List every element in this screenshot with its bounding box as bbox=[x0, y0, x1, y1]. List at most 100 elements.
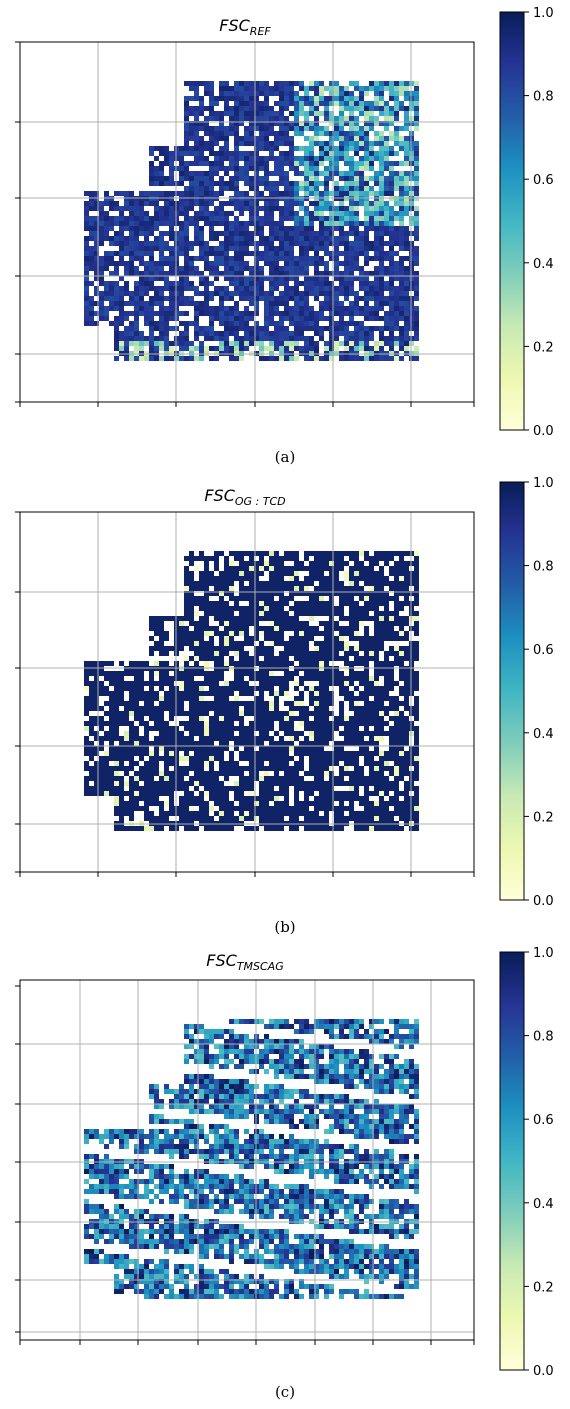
map-cell bbox=[199, 571, 204, 576]
map-cell bbox=[199, 236, 204, 241]
map-cell bbox=[309, 761, 314, 766]
map-cell bbox=[329, 91, 334, 96]
map-cell bbox=[119, 241, 124, 246]
map-cell bbox=[389, 266, 394, 271]
map-cell bbox=[239, 106, 244, 111]
map-cell bbox=[249, 211, 254, 216]
map-cell bbox=[209, 86, 214, 91]
map-cell bbox=[184, 556, 189, 561]
map-cell bbox=[289, 241, 294, 246]
map-cell bbox=[379, 241, 384, 246]
map-cell bbox=[229, 751, 234, 756]
map-cell bbox=[249, 746, 254, 751]
map-cell bbox=[164, 646, 169, 651]
map-cell bbox=[259, 766, 264, 771]
map-cell bbox=[184, 601, 189, 606]
map-cell bbox=[224, 166, 229, 171]
map-cell bbox=[224, 81, 229, 86]
map-cell bbox=[129, 776, 134, 781]
map-cell bbox=[214, 116, 219, 121]
map-cell bbox=[224, 256, 229, 261]
map-cell bbox=[394, 731, 399, 736]
map-cell bbox=[269, 656, 274, 661]
map-cell bbox=[354, 221, 359, 226]
map-cell bbox=[319, 191, 324, 196]
map-cell bbox=[294, 191, 299, 196]
map-cell bbox=[399, 336, 404, 341]
map-cell bbox=[104, 736, 109, 741]
map-cell bbox=[184, 161, 189, 166]
map-cell bbox=[299, 156, 304, 161]
map-cell bbox=[224, 221, 229, 226]
map-cell bbox=[319, 681, 324, 686]
map-cell bbox=[154, 346, 159, 351]
map-cell bbox=[289, 616, 294, 621]
map-cell bbox=[274, 201, 279, 206]
map-cell bbox=[389, 161, 394, 166]
map-cell bbox=[199, 326, 204, 331]
snow-map bbox=[84, 551, 419, 831]
map-cell bbox=[199, 726, 204, 731]
map-cell bbox=[244, 336, 249, 341]
map-cell bbox=[304, 96, 309, 101]
map-cell bbox=[274, 231, 279, 236]
map-cell bbox=[169, 246, 174, 251]
map-cell bbox=[249, 91, 254, 96]
map-cell bbox=[364, 601, 369, 606]
map-cell bbox=[339, 206, 344, 211]
map-cell bbox=[374, 761, 379, 766]
map-cell bbox=[129, 726, 134, 731]
map-cell bbox=[209, 266, 214, 271]
map-cell bbox=[389, 251, 394, 256]
map-cell bbox=[229, 636, 234, 641]
map-cell bbox=[349, 301, 354, 306]
map-cell bbox=[109, 756, 114, 761]
map-cell bbox=[279, 326, 284, 331]
map-cell bbox=[324, 576, 329, 581]
map-cell bbox=[169, 341, 174, 346]
map-cell bbox=[249, 331, 254, 336]
map-cell bbox=[184, 356, 189, 361]
map-cell bbox=[244, 661, 249, 666]
map-cell bbox=[189, 731, 194, 736]
map-cell bbox=[159, 181, 164, 186]
map-cell bbox=[299, 271, 304, 276]
map-cell bbox=[184, 281, 189, 286]
map-cell bbox=[99, 771, 104, 776]
map-cell bbox=[234, 706, 239, 711]
map-cell bbox=[384, 186, 389, 191]
map-cell bbox=[229, 231, 234, 236]
map-cell bbox=[374, 601, 379, 606]
map-cell bbox=[219, 286, 224, 291]
map-cell bbox=[184, 246, 189, 251]
figure-caption: (a) bbox=[274, 448, 296, 466]
map-cell bbox=[384, 756, 389, 761]
map-cell bbox=[309, 756, 314, 761]
map-cell bbox=[334, 101, 339, 106]
map-cell bbox=[259, 126, 264, 131]
map-cell bbox=[249, 271, 254, 276]
map-cell bbox=[134, 776, 139, 781]
map-cell bbox=[384, 326, 389, 331]
map-cell bbox=[209, 281, 214, 286]
map-cell bbox=[324, 301, 329, 306]
map-cell bbox=[109, 671, 114, 676]
map-cell bbox=[179, 251, 184, 256]
map-cell bbox=[414, 576, 419, 581]
map-cell bbox=[184, 586, 189, 591]
map-cell bbox=[269, 296, 274, 301]
map-cell bbox=[299, 626, 304, 631]
map-cell bbox=[94, 661, 99, 666]
map-cell bbox=[274, 321, 279, 326]
map-cell bbox=[194, 266, 199, 271]
map-cell bbox=[384, 671, 389, 676]
map-cell bbox=[399, 551, 404, 556]
map-cell bbox=[209, 766, 214, 771]
map-cell bbox=[404, 591, 409, 596]
map-cell bbox=[119, 231, 124, 236]
map-cell bbox=[194, 681, 199, 686]
map-cell bbox=[329, 671, 334, 676]
map-cell bbox=[369, 161, 374, 166]
map-cell bbox=[249, 131, 254, 136]
map-cell bbox=[99, 306, 104, 311]
